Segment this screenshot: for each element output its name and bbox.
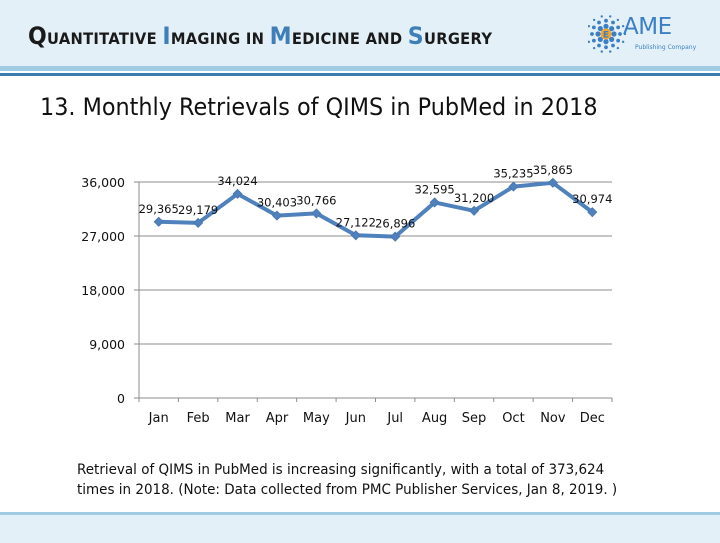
ame-logo-text: AME [623,14,672,40]
y-tick-label: 9,000 [89,337,125,352]
x-category-label: Mar [225,411,250,426]
data-label: 29,365 [139,202,179,216]
data-label: 30,403 [257,196,297,210]
logo-dot [601,15,603,17]
data-label: 35,865 [533,163,573,177]
logo-dot [616,25,620,29]
logo-dot [590,32,594,36]
y-tick-label: 36,000 [81,175,125,190]
logo-dot [609,50,611,52]
logo-dot [604,19,608,23]
logo-dot [618,32,622,36]
logo-dot [609,15,611,17]
data-label: 30,766 [296,193,336,207]
logo-dot [593,47,595,49]
logo-dot [611,31,616,36]
logo-dot [603,24,608,29]
journal-title-word: EDICINE AND [292,29,408,48]
data-label: 26,896 [375,217,415,231]
data-label: 30,974 [572,192,612,206]
x-category-label: Jul [386,411,403,426]
x-category-label: Apr [266,411,289,426]
x-category-label: Feb [187,411,210,426]
journal-title-initial: I [162,22,170,50]
y-tick-label: 0 [117,391,125,406]
journal-title-word: URGERY [424,29,492,48]
logo-dot [616,39,620,43]
data-label: 31,200 [454,191,494,205]
x-category-label: Sep [462,411,487,426]
x-category-label: Jan [148,411,169,426]
x-category-label: Aug [422,411,447,426]
journal-title-initial: M [270,22,292,50]
data-label: 29,179 [178,203,218,217]
logo-dot [601,50,603,52]
logo-dot [622,41,624,43]
logo-dot [593,19,595,21]
data-label: 27,122 [336,215,376,229]
data-label: 35,235 [493,167,533,181]
x-category-label: May [303,411,330,426]
x-category-label: Oct [502,411,524,426]
logo-dot [597,21,601,25]
logo-dot [611,44,615,48]
ame-logo-subtitle: Publishing Company [635,44,696,51]
logo-dot [617,47,619,49]
data-label: 34,024 [217,174,257,188]
y-tick-label: 18,000 [81,283,125,298]
journal-title-initial: S [408,22,424,50]
journal-title: QUANTITATIVE IMAGING IN MEDICINE AND SUR… [28,22,492,50]
data-label: 32,595 [415,182,455,196]
x-category-label: Jun [345,411,366,426]
logo-dot [611,21,615,25]
journal-title-word: MAGING IN [171,29,270,48]
x-category-label: Dec [580,411,605,426]
x-category-label: Nov [540,411,566,426]
data-point-marker [154,217,163,226]
slide-title: 13. Monthly Retrievals of QIMS in PubMed… [40,93,598,121]
logo-dot [597,44,601,48]
journal-title-word: UANTITATIVE [47,29,162,48]
header-divider-light [0,66,720,71]
logo-dot [617,19,619,21]
logo-dot [604,45,608,49]
logo-dot [592,39,596,43]
logo-dot [595,31,600,36]
slide-note: Retrieval of QIMS in PubMed is increasin… [77,460,635,500]
slide-footer [0,512,720,543]
logo-letter: E [603,31,609,41]
logo-dot [588,41,590,43]
logo-dot [592,25,596,29]
journal-title-initial: Q [28,22,47,50]
line-chart: 0 9,000 18,000 27,000 36,000 Jan Feb Mar Apr May J… [0,150,720,440]
logo-dot [588,25,590,27]
header-divider-dark [0,73,720,76]
y-tick-label: 27,000 [81,229,125,244]
